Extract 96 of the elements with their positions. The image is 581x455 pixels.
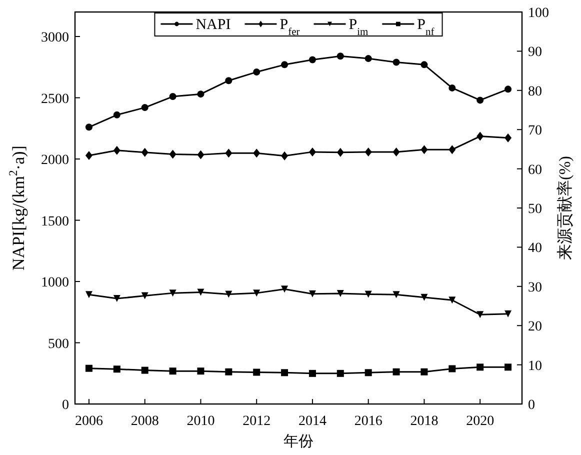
legend-label: P$_{nf}$ [417, 17, 435, 38]
y-tick-label: 1500 [41, 214, 69, 230]
y2-tick-label: 80 [528, 84, 542, 100]
point [141, 104, 148, 112]
point [281, 61, 288, 68]
point [504, 133, 512, 142]
y-tick-label: 500 [48, 336, 69, 352]
y2-tick-label: 70 [528, 124, 542, 139]
y-tick-label: 1000 [41, 276, 69, 290]
point [85, 124, 92, 131]
y2-tick-label: 20 [528, 320, 542, 335]
point [308, 290, 316, 298]
point [225, 290, 232, 298]
y2-tick-label: 30 [528, 280, 542, 296]
point [141, 148, 148, 157]
point [420, 61, 428, 68]
point [169, 368, 176, 375]
point [197, 150, 204, 160]
point [392, 147, 400, 156]
y2-axis-title: 来源贡献率(%) [556, 156, 574, 260]
legend-label: P$_{im}$ [348, 17, 368, 38]
point [420, 368, 428, 376]
y2-tick-label: 40 [528, 241, 542, 256]
point [225, 368, 232, 376]
x-tick-label: 2018 [410, 414, 438, 429]
point [392, 291, 400, 298]
point [169, 150, 176, 159]
point [308, 147, 316, 156]
point [141, 292, 148, 300]
point [85, 291, 92, 298]
point [113, 295, 120, 302]
point [281, 286, 288, 293]
x-tick-label: 2008 [130, 414, 159, 429]
point [448, 365, 456, 372]
y2-tick-label: 60 [528, 162, 542, 178]
point [85, 150, 92, 160]
x-tick-label: 2016 [354, 414, 382, 429]
point [308, 56, 316, 64]
x-tick-label: 2006 [74, 414, 103, 429]
point [420, 145, 428, 154]
y-tick-label: 2000 [41, 153, 69, 168]
point [336, 290, 344, 297]
y2-tick-label: 100 [528, 6, 549, 21]
point [225, 77, 232, 84]
point [364, 55, 372, 62]
point [392, 58, 400, 66]
y-tick-label: 0 [62, 398, 69, 413]
point [448, 84, 456, 92]
y-tick-label: 2500 [41, 92, 69, 107]
point [364, 147, 372, 156]
point [253, 148, 260, 158]
point [113, 146, 120, 155]
point [197, 368, 204, 375]
x-tick-label: 2010 [186, 414, 215, 429]
y2-tick-label: 90 [528, 45, 542, 60]
point [476, 311, 484, 318]
point [197, 90, 204, 98]
point [448, 145, 456, 154]
point [253, 290, 260, 297]
y2-tick-label: 50 [528, 202, 542, 217]
point [85, 364, 92, 372]
point [113, 111, 120, 118]
point [169, 290, 176, 297]
point [281, 369, 288, 376]
point [281, 151, 288, 160]
point [253, 368, 260, 376]
point [420, 294, 428, 301]
point [253, 68, 260, 76]
point [364, 369, 372, 376]
x-tick-label: 2012 [242, 414, 271, 429]
legend-label: P$_{fer}$ [280, 17, 300, 38]
point [448, 296, 456, 304]
point [336, 370, 344, 377]
point [113, 366, 120, 373]
point [169, 93, 176, 100]
point [308, 370, 316, 377]
point [504, 86, 512, 93]
point [364, 290, 372, 298]
point [225, 148, 232, 158]
point [197, 288, 204, 296]
point [476, 132, 484, 141]
point [476, 364, 484, 371]
point [392, 368, 400, 376]
y2-tick-label: 0 [528, 398, 535, 413]
point [336, 148, 344, 157]
legend-label: NAPI [196, 17, 231, 33]
y-tick-label: 3000 [41, 30, 69, 46]
point [476, 96, 484, 104]
x-tick-label: 2014 [298, 414, 326, 429]
x-tick-label: 2020 [466, 414, 494, 429]
point [141, 366, 148, 374]
point [504, 364, 512, 371]
y2-tick-label: 10 [528, 358, 542, 374]
point [336, 52, 344, 60]
x-axis-title: 年份 [284, 433, 314, 450]
point [504, 310, 512, 318]
